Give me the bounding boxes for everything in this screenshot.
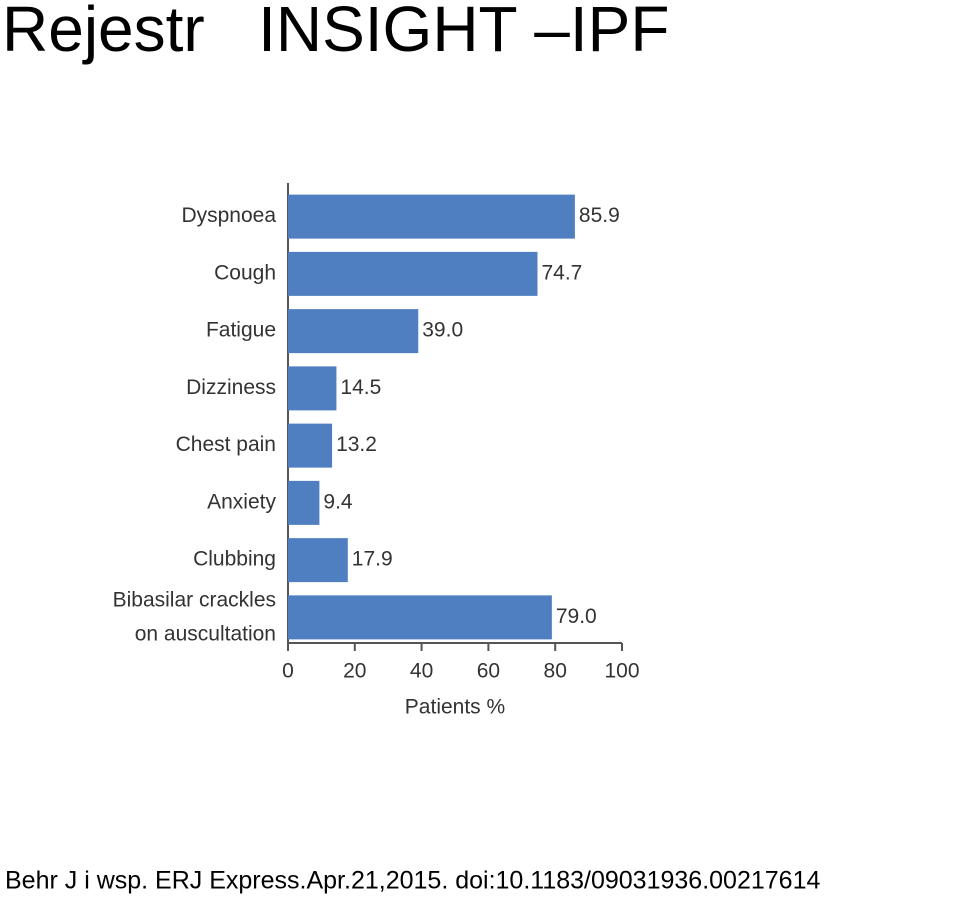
x-axis-label: Patients %: [405, 696, 505, 719]
x-tick-label: 0: [282, 660, 294, 683]
x-tick-label: 20: [343, 660, 366, 683]
x-tick-label: 80: [544, 660, 567, 683]
bar: [288, 538, 348, 583]
value-label: 79.0: [556, 605, 597, 628]
source-citation: Behr J i wsp. ERJ Express.Apr.21,2015. d…: [5, 867, 820, 895]
x-tick-label: 60: [477, 660, 500, 683]
y-tick-label: Dyspnoea: [181, 204, 276, 227]
slide-title: Rejestr INSIGHT –IPF: [2, 0, 669, 65]
bar: [288, 309, 419, 354]
bar: [288, 366, 337, 411]
value-label: 85.9: [579, 204, 620, 227]
x-tick-label: 100: [604, 660, 639, 683]
value-label: 14.5: [340, 376, 381, 399]
y-tick-label: Anxiety: [207, 490, 276, 513]
y-tick-label: Dizziness: [186, 376, 276, 399]
value-label: 39.0: [422, 319, 463, 342]
value-label: 17.9: [352, 548, 393, 571]
y-tick-label: Bibasilar crackles on auscultation: [113, 588, 276, 645]
value-label: 9.4: [323, 490, 353, 513]
y-tick-label: Fatigue: [206, 319, 276, 342]
bar: [288, 251, 538, 296]
y-tick-label: Chest pain: [176, 433, 276, 456]
x-tick-label: 40: [410, 660, 433, 683]
bar: [288, 194, 575, 239]
bar: [288, 423, 333, 468]
y-tick-label: Cough: [214, 261, 276, 284]
value-label: 74.7: [541, 261, 582, 284]
y-tick-label: Clubbing: [193, 548, 276, 571]
bar: [288, 480, 320, 525]
value-label: 13.2: [336, 433, 377, 456]
bar: [288, 595, 552, 640]
